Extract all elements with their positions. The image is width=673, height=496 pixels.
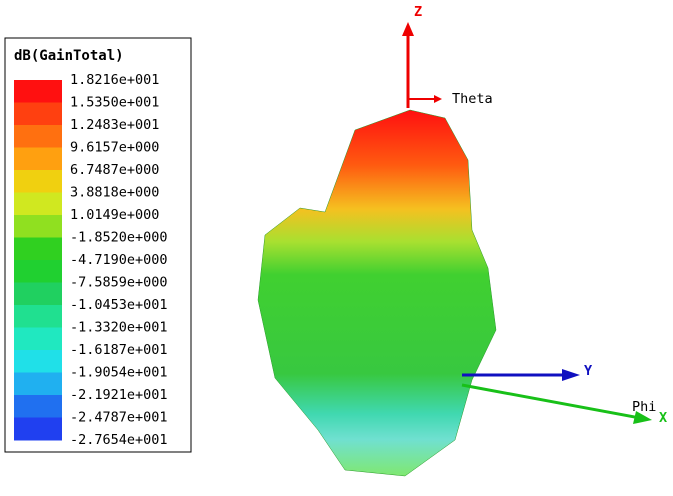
legend-swatch: [14, 147, 62, 171]
legend-swatch: [14, 237, 62, 261]
legend-label: 1.0149e+000: [70, 207, 159, 223]
theta-arrow: [434, 95, 442, 103]
legend-swatch: [14, 372, 62, 396]
legend-swatch: [14, 395, 62, 418]
legend-label: 1.2483e+001: [70, 117, 159, 133]
legend-swatch: [14, 305, 62, 328]
legend-label: 3.8818e+000: [70, 185, 159, 201]
legend-swatch: [14, 125, 62, 148]
legend-label: 1.8216e+001: [70, 72, 159, 88]
legend-label: 1.5350e+001: [70, 95, 159, 111]
legend-label: -1.6187e+001: [70, 342, 168, 358]
legend-swatch: [14, 350, 62, 373]
legend-label: -2.1921e+001: [70, 387, 168, 403]
legend-swatch: [14, 102, 62, 126]
z-label: Z: [414, 4, 422, 20]
legend-label: -2.7654e+001: [70, 432, 168, 448]
radiation-pattern: [257, 109, 497, 477]
phi-label: Phi: [632, 399, 656, 415]
theta-label: Theta: [452, 91, 493, 107]
z-arrow: [402, 22, 414, 36]
x-axis: [461, 383, 641, 420]
x-arrow: [633, 411, 652, 424]
legend-swatch: [14, 260, 62, 283]
y-arrow: [562, 369, 580, 381]
legend-label: 9.6157e+000: [70, 140, 159, 156]
x-label: X: [659, 410, 667, 426]
legend-label: -4.7190e+000: [70, 252, 168, 268]
legend-swatch: [14, 170, 62, 193]
y-label: Y: [584, 363, 593, 379]
legend-label: 6.7487e+000: [70, 162, 159, 178]
legend-swatch: [14, 80, 62, 103]
legend-swatch: [14, 215, 62, 238]
legend-swatch: [14, 282, 62, 306]
legend-label: -1.8520e+000: [70, 230, 168, 246]
legend-label: -7.5859e+000: [70, 275, 168, 291]
legend-swatch: [14, 327, 62, 351]
legend-title: dB(GainTotal): [14, 48, 124, 64]
legend-label: -1.3320e+001: [70, 320, 168, 336]
legend-swatch: [14, 192, 62, 216]
legend-label: -1.0453e+001: [70, 297, 168, 313]
legend-label: -1.9054e+001: [70, 365, 168, 381]
legend-swatch: [14, 417, 62, 441]
legend-label: -2.4787e+001: [70, 410, 168, 426]
